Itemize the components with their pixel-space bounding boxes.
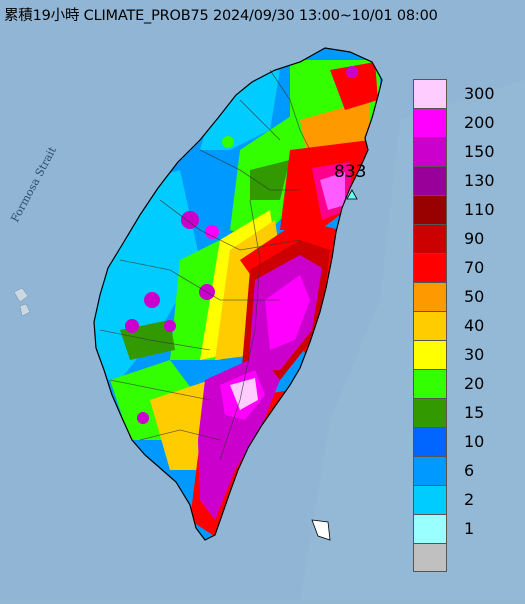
legend-item: 150 [413,137,519,166]
legend-item: 130 [413,166,519,195]
legend-swatch [413,282,447,311]
legend-label: 20 [464,373,485,393]
legend-item: 1 [413,514,519,543]
legend-item [413,543,519,572]
legend-swatch [413,166,447,195]
max-value-label: 833 [334,162,367,182]
legend-item: 6 [413,456,519,485]
legend-label: 90 [464,228,485,248]
legend-label: 300 [464,83,495,103]
legend-swatch [413,253,447,282]
legend-swatch [413,340,447,369]
legend-item: 300 [413,79,519,108]
legend-swatch [413,427,447,456]
legend-label: 2 [464,489,475,509]
legend-swatch [413,108,447,137]
legend-item: 20 [413,369,519,398]
legend-item: 200 [413,108,519,137]
legend-swatch [413,224,447,253]
legend-swatch [413,398,447,427]
legend-swatch [413,369,447,398]
legend-item: 30 [413,340,519,369]
legend-swatch [413,137,447,166]
legend-swatch [413,485,447,514]
island-outline [93,47,383,541]
legend-item: 15 [413,398,519,427]
legend-label: 150 [464,141,495,161]
legend-swatch [413,456,447,485]
legend-label: 10 [464,431,485,451]
legend-swatch [413,311,447,340]
legend-item: 40 [413,311,519,340]
legend-item: 50 [413,282,519,311]
green-island [311,519,331,541]
county-boundaries [99,69,311,461]
legend-swatch [413,195,447,224]
legend-swatch [413,514,447,543]
penghu-islands-south [19,303,31,317]
legend-label: 70 [464,257,485,277]
legend-label: 30 [464,344,485,364]
legend-swatch [413,79,447,108]
legend-label: 130 [464,170,495,190]
legend-item: 70 [413,253,519,282]
map-title: 累積19小時 CLIMATE_PROB75 2024/09/30 13:00~1… [4,8,438,24]
legend-label: 15 [464,402,485,422]
penghu-islands [13,287,29,303]
color-legend: 300 200 150 130 110 90 70 50 40 30 20 15 10 6 2 1 [413,79,519,572]
legend-label: 110 [464,199,495,219]
legend-swatch [413,543,447,572]
legend-item: 90 [413,224,519,253]
max-value-marker-icon [346,189,358,200]
legend-label: 1 [464,518,475,538]
legend-item: 110 [413,195,519,224]
legend-item: 10 [413,427,519,456]
legend-label: 200 [464,112,495,132]
legend-item: 2 [413,485,519,514]
legend-label: 50 [464,286,485,306]
legend-label: 40 [464,315,485,335]
legend-label: 6 [464,460,475,480]
